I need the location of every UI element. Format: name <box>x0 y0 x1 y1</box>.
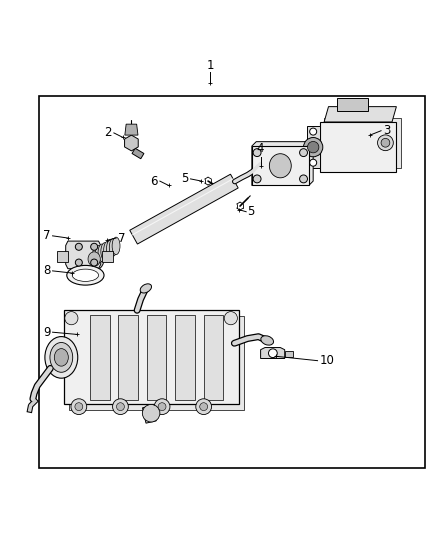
Circle shape <box>224 312 237 325</box>
Ellipse shape <box>50 343 73 372</box>
Ellipse shape <box>72 269 99 281</box>
Ellipse shape <box>45 336 78 378</box>
Text: 9: 9 <box>43 326 50 338</box>
Circle shape <box>75 243 82 251</box>
Text: 2: 2 <box>104 126 112 140</box>
Text: 1: 1 <box>206 59 214 71</box>
Polygon shape <box>252 142 313 185</box>
Circle shape <box>304 138 323 157</box>
Polygon shape <box>307 126 320 168</box>
Circle shape <box>253 175 261 183</box>
Polygon shape <box>66 241 101 269</box>
Circle shape <box>268 349 277 358</box>
Ellipse shape <box>269 154 291 178</box>
Ellipse shape <box>106 240 114 257</box>
Circle shape <box>196 399 212 415</box>
Circle shape <box>154 399 170 415</box>
Circle shape <box>300 149 307 157</box>
Polygon shape <box>147 314 166 400</box>
Ellipse shape <box>54 349 68 366</box>
Circle shape <box>91 259 98 266</box>
Circle shape <box>253 149 261 157</box>
Polygon shape <box>261 348 285 359</box>
Polygon shape <box>125 124 138 135</box>
Circle shape <box>91 243 98 251</box>
Polygon shape <box>118 314 138 400</box>
Ellipse shape <box>95 245 103 263</box>
Polygon shape <box>69 316 244 410</box>
Text: 3: 3 <box>383 124 391 137</box>
Polygon shape <box>142 406 156 423</box>
Polygon shape <box>252 146 309 185</box>
Text: 4: 4 <box>257 142 265 155</box>
Polygon shape <box>204 314 223 400</box>
Ellipse shape <box>110 239 117 256</box>
Circle shape <box>158 403 166 410</box>
Polygon shape <box>320 122 396 172</box>
Circle shape <box>75 403 83 410</box>
Circle shape <box>200 403 208 410</box>
Circle shape <box>310 159 317 166</box>
Polygon shape <box>324 118 401 168</box>
Ellipse shape <box>98 244 106 262</box>
Circle shape <box>310 128 317 135</box>
Circle shape <box>381 139 390 147</box>
Polygon shape <box>132 148 144 159</box>
Text: 6: 6 <box>150 175 158 188</box>
Ellipse shape <box>104 241 112 259</box>
Ellipse shape <box>261 336 274 345</box>
Circle shape <box>378 135 393 151</box>
Circle shape <box>142 405 160 422</box>
Circle shape <box>113 399 128 415</box>
Circle shape <box>71 399 87 415</box>
Ellipse shape <box>67 265 104 285</box>
Circle shape <box>307 141 319 153</box>
Bar <box>57 251 68 262</box>
Polygon shape <box>324 107 396 122</box>
Ellipse shape <box>101 243 109 260</box>
Circle shape <box>300 175 307 183</box>
Circle shape <box>117 403 124 410</box>
Polygon shape <box>64 310 239 405</box>
Ellipse shape <box>140 284 152 293</box>
Ellipse shape <box>112 237 120 255</box>
Polygon shape <box>83 248 101 267</box>
Polygon shape <box>130 174 238 244</box>
Text: 7: 7 <box>118 231 126 245</box>
Bar <box>285 351 293 357</box>
Bar <box>102 251 113 262</box>
Bar <box>39 96 425 468</box>
Text: 7: 7 <box>43 229 50 243</box>
Ellipse shape <box>84 248 104 270</box>
Ellipse shape <box>92 247 100 264</box>
Polygon shape <box>90 314 110 400</box>
Circle shape <box>75 259 82 266</box>
Bar <box>337 98 368 111</box>
Text: 5: 5 <box>247 205 255 218</box>
Circle shape <box>65 312 78 325</box>
Ellipse shape <box>88 252 100 266</box>
Text: 10: 10 <box>320 354 335 367</box>
Text: 8: 8 <box>43 264 50 277</box>
Polygon shape <box>175 314 195 400</box>
Text: 5: 5 <box>181 172 188 185</box>
